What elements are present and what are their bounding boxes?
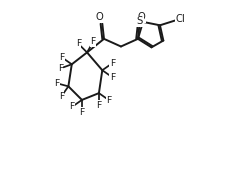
Text: F: F: [76, 39, 81, 48]
Text: O: O: [137, 12, 145, 22]
Text: F: F: [110, 73, 115, 82]
Text: Cl: Cl: [176, 14, 186, 24]
Text: F: F: [110, 59, 115, 68]
Text: F: F: [79, 108, 84, 117]
Text: F: F: [90, 37, 96, 46]
Text: F: F: [59, 53, 64, 62]
Text: F: F: [106, 96, 112, 105]
Text: O: O: [96, 12, 104, 22]
Text: F: F: [58, 64, 63, 73]
Text: F: F: [69, 102, 75, 111]
Text: S: S: [137, 16, 143, 26]
Text: F: F: [54, 79, 59, 88]
Text: F: F: [96, 101, 102, 110]
Text: F: F: [59, 92, 64, 101]
